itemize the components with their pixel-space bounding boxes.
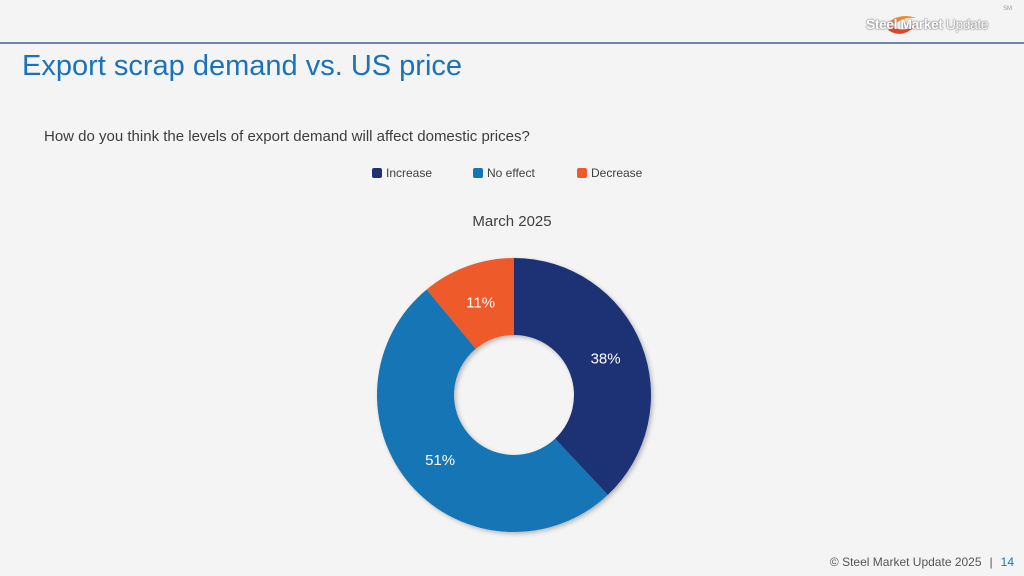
- legend-item-no-effect: No effect: [473, 166, 535, 180]
- chart-legend: Increase No effect Decrease: [0, 166, 1024, 182]
- chart-title: March 2025: [472, 213, 552, 230]
- slice-increase: [514, 258, 651, 495]
- page-number: 14: [1000, 555, 1014, 569]
- logo-mark: SM: [1003, 6, 1012, 12]
- page-title: Export scrap demand vs. US price: [22, 50, 463, 82]
- legend-item-decrease: Decrease: [577, 166, 642, 180]
- legend-label-increase: Increase: [386, 166, 433, 180]
- copyright-text: © Steel Market Update 2025: [829, 555, 982, 569]
- legend-label-decrease: Decrease: [591, 166, 643, 180]
- steel-market-update-logo: Steel Market Update SM: [862, 4, 1012, 42]
- legend-swatch-no-effect: [473, 168, 483, 178]
- logo-swoosh-icon: [886, 16, 918, 34]
- slice-label-decrease: 11%: [466, 294, 495, 311]
- logo-wordmark: Steel Market Update: [866, 16, 989, 32]
- logo-text-light: Update: [945, 16, 989, 32]
- footer-separator: |: [989, 555, 993, 569]
- footer: © Steel Market Update 2025 | 14: [830, 555, 1014, 569]
- legend-swatch-increase: [372, 168, 382, 178]
- legend-label-no-effect: No effect: [487, 166, 535, 180]
- slice-label-no-effect: 51%: [425, 452, 455, 469]
- header-rule: [0, 42, 1024, 44]
- slice-no-effect: [376, 289, 608, 533]
- legend-item-increase: Increase: [372, 166, 432, 180]
- logo-text-bold: Steel Market: [866, 16, 943, 32]
- legend-swatch-decrease: [577, 168, 587, 178]
- slice-label-increase: 38%: [591, 351, 621, 368]
- survey-question: How do you think the levels of export de…: [44, 128, 530, 145]
- slice-decrease: [426, 258, 514, 349]
